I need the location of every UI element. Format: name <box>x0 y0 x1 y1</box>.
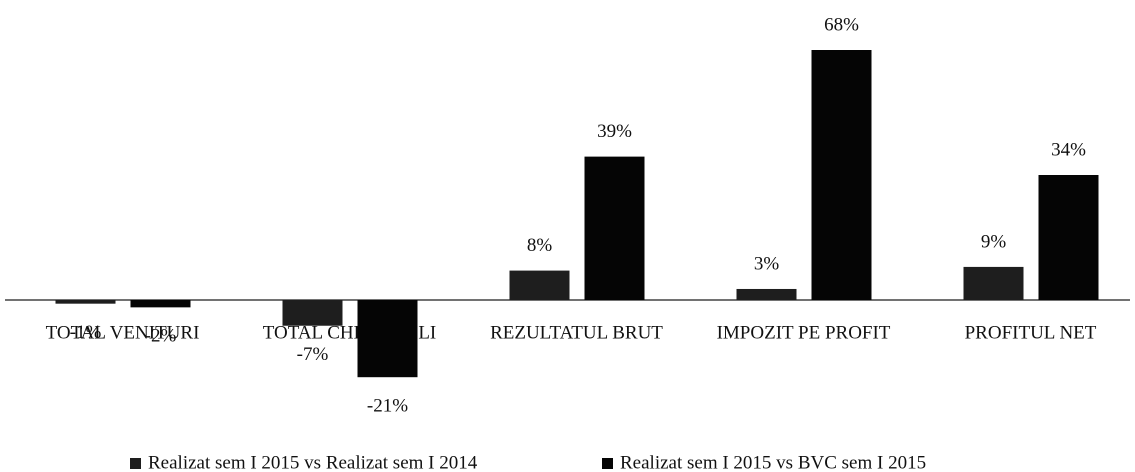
value-label: -1% <box>70 322 102 343</box>
value-label: 8% <box>527 235 553 256</box>
bar <box>282 300 343 326</box>
legend-label: Realizat sem I 2015 vs BVC sem I 2015 <box>620 452 926 472</box>
legend-swatch <box>602 458 613 469</box>
x-tick-label: PROFITUL NET <box>965 322 1097 343</box>
value-label: 3% <box>754 253 780 274</box>
bar <box>55 300 116 304</box>
bar <box>584 156 645 300</box>
bar <box>1038 175 1099 300</box>
legend-swatch <box>130 458 141 469</box>
value-label: -2% <box>145 326 177 347</box>
value-label: 39% <box>597 121 632 142</box>
bar <box>357 300 418 378</box>
bar <box>130 300 191 308</box>
bar <box>811 50 872 300</box>
x-tick-label: REZULTATUL BRUT <box>490 322 663 343</box>
bar <box>509 270 570 300</box>
value-label: 68% <box>824 14 859 35</box>
value-label: 9% <box>981 231 1007 252</box>
bar <box>736 288 797 300</box>
x-tick-label: IMPOZIT PE PROFIT <box>717 322 891 343</box>
value-label: 34% <box>1051 139 1086 160</box>
value-label: -7% <box>297 344 329 365</box>
value-label: -21% <box>367 396 408 417</box>
legend-label: Realizat sem I 2015 vs Realizat sem I 20… <box>148 452 478 472</box>
bar <box>963 266 1024 300</box>
x-tick-label: TOTAL VENITURI <box>46 322 200 343</box>
